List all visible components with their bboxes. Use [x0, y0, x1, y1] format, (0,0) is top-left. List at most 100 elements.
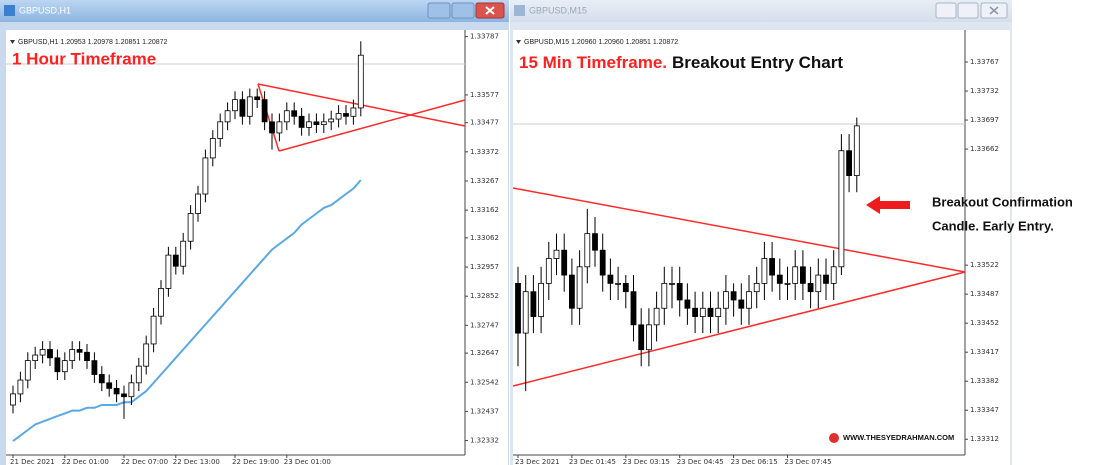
candle-body [569, 274, 575, 309]
candle-body [217, 121, 224, 139]
x-tick-label: 22 Dec 13:00 [173, 458, 220, 465]
candle-body [599, 249, 606, 276]
candle-body [622, 282, 629, 293]
candle-body [723, 291, 729, 309]
callout-text: Candle. Early Entry. [932, 218, 1054, 233]
y-tick-label: 1.33382 [970, 377, 999, 385]
minimize-button[interactable] [935, 2, 957, 19]
candle-body [61, 360, 68, 373]
maximize-button[interactable] [957, 2, 979, 19]
x-tick-label: 21 Dec 2021 [10, 458, 55, 465]
x-tick-label: 23 Dec 03:15 [623, 458, 670, 465]
y-tick-label: 1.32957 [470, 263, 499, 271]
candle-body [239, 99, 246, 117]
moving-average [12, 179, 362, 442]
x-tick-label: 23 Dec 01:45 [569, 458, 616, 465]
y-tick-label: 1.33662 [970, 145, 999, 153]
annotation-part: Breakout Entry Chart [672, 53, 843, 72]
maximize-button[interactable] [451, 2, 475, 19]
y-tick-label: 1.32647 [470, 349, 499, 357]
y-tick-label: 1.33452 [970, 319, 999, 327]
window-icon [514, 5, 525, 16]
candle-body [158, 288, 164, 317]
candle-body [653, 307, 660, 326]
watermark-icon [829, 433, 839, 443]
y-tick-label: 1.33312 [970, 435, 999, 443]
candle-body [232, 99, 238, 112]
candle-body [545, 258, 552, 284]
candle-body [769, 258, 775, 276]
title-bar [0, 0, 509, 22]
y-tick-label: 1.33787 [470, 33, 499, 41]
candle-body [113, 387, 120, 395]
candle-body [692, 307, 698, 317]
candle-body [202, 157, 209, 195]
candle-body [800, 266, 806, 284]
window-title: GBPUSD,H1 [19, 5, 71, 15]
candle-body [676, 282, 683, 301]
candle-body [91, 360, 98, 375]
x-tick-label: 22 Dec 01:00 [62, 458, 109, 465]
candle-body [106, 382, 113, 389]
y-tick-label: 1.32437 [470, 407, 499, 415]
candle-body [328, 118, 335, 123]
candle-body [753, 282, 760, 293]
candle-body [306, 121, 312, 128]
candle-body [646, 324, 652, 351]
candle-body [761, 258, 768, 284]
candle-body [246, 96, 253, 117]
annotation: 1 Hour Timeframe [12, 49, 156, 68]
trend-line [257, 83, 280, 152]
candle-body [54, 357, 61, 373]
x-tick-label: 23 Dec 04:45 [677, 458, 724, 465]
candle-body [538, 282, 544, 317]
candle-body [261, 99, 268, 123]
candle-body [291, 110, 298, 117]
candle-body [738, 299, 745, 309]
x-tick-label: 23 Dec 07:45 [785, 458, 832, 465]
candle-body [335, 113, 342, 120]
candle-body [84, 351, 90, 362]
candle-body [121, 393, 127, 398]
y-tick-label: 1.33732 [970, 87, 999, 95]
annotation: 15 Min Timeframe. Breakout Entry Chart [519, 53, 843, 72]
candle-body [254, 96, 261, 101]
candle-body [32, 354, 39, 362]
candle-body [320, 121, 327, 126]
candle-body [746, 291, 752, 309]
candle-body [350, 107, 357, 117]
candle-body [224, 110, 231, 123]
candle-body [815, 274, 822, 293]
y-tick-label: 1.33372 [470, 148, 499, 156]
y-tick-label: 1.33347 [970, 406, 999, 414]
candle-body [195, 193, 201, 214]
x-tick-label: 22 Dec 07:00 [121, 458, 168, 465]
candle-body [209, 138, 216, 159]
x-tick-label: 22 Dec 19:00 [232, 458, 279, 465]
candle-body [776, 274, 783, 284]
candle-body [576, 266, 583, 309]
candle-body [357, 54, 364, 109]
annotation-part: 15 Min Timeframe. [519, 53, 667, 72]
callout-text: Breakout Confirmation [932, 194, 1073, 209]
candle-body [630, 291, 637, 326]
candle-body [699, 307, 706, 317]
candle-body [838, 150, 845, 268]
y-tick-label: 1.33477 [470, 119, 499, 127]
x-tick-label: 23 Dec 2021 [515, 458, 560, 465]
candle-body [846, 150, 852, 177]
candle-body [784, 282, 791, 285]
y-tick-label: 1.32852 [470, 292, 499, 300]
candle-body [298, 115, 305, 128]
trend-line [278, 99, 466, 152]
candle-body [187, 213, 194, 242]
candle-body [39, 349, 46, 356]
y-tick-label: 1.32332 [470, 437, 499, 445]
candle-body [707, 307, 714, 317]
minimize-button[interactable] [427, 2, 451, 19]
candle-body [269, 121, 275, 134]
candle-body [638, 324, 645, 351]
y-tick-label: 1.32542 [470, 378, 499, 386]
title-bar [510, 0, 1012, 22]
